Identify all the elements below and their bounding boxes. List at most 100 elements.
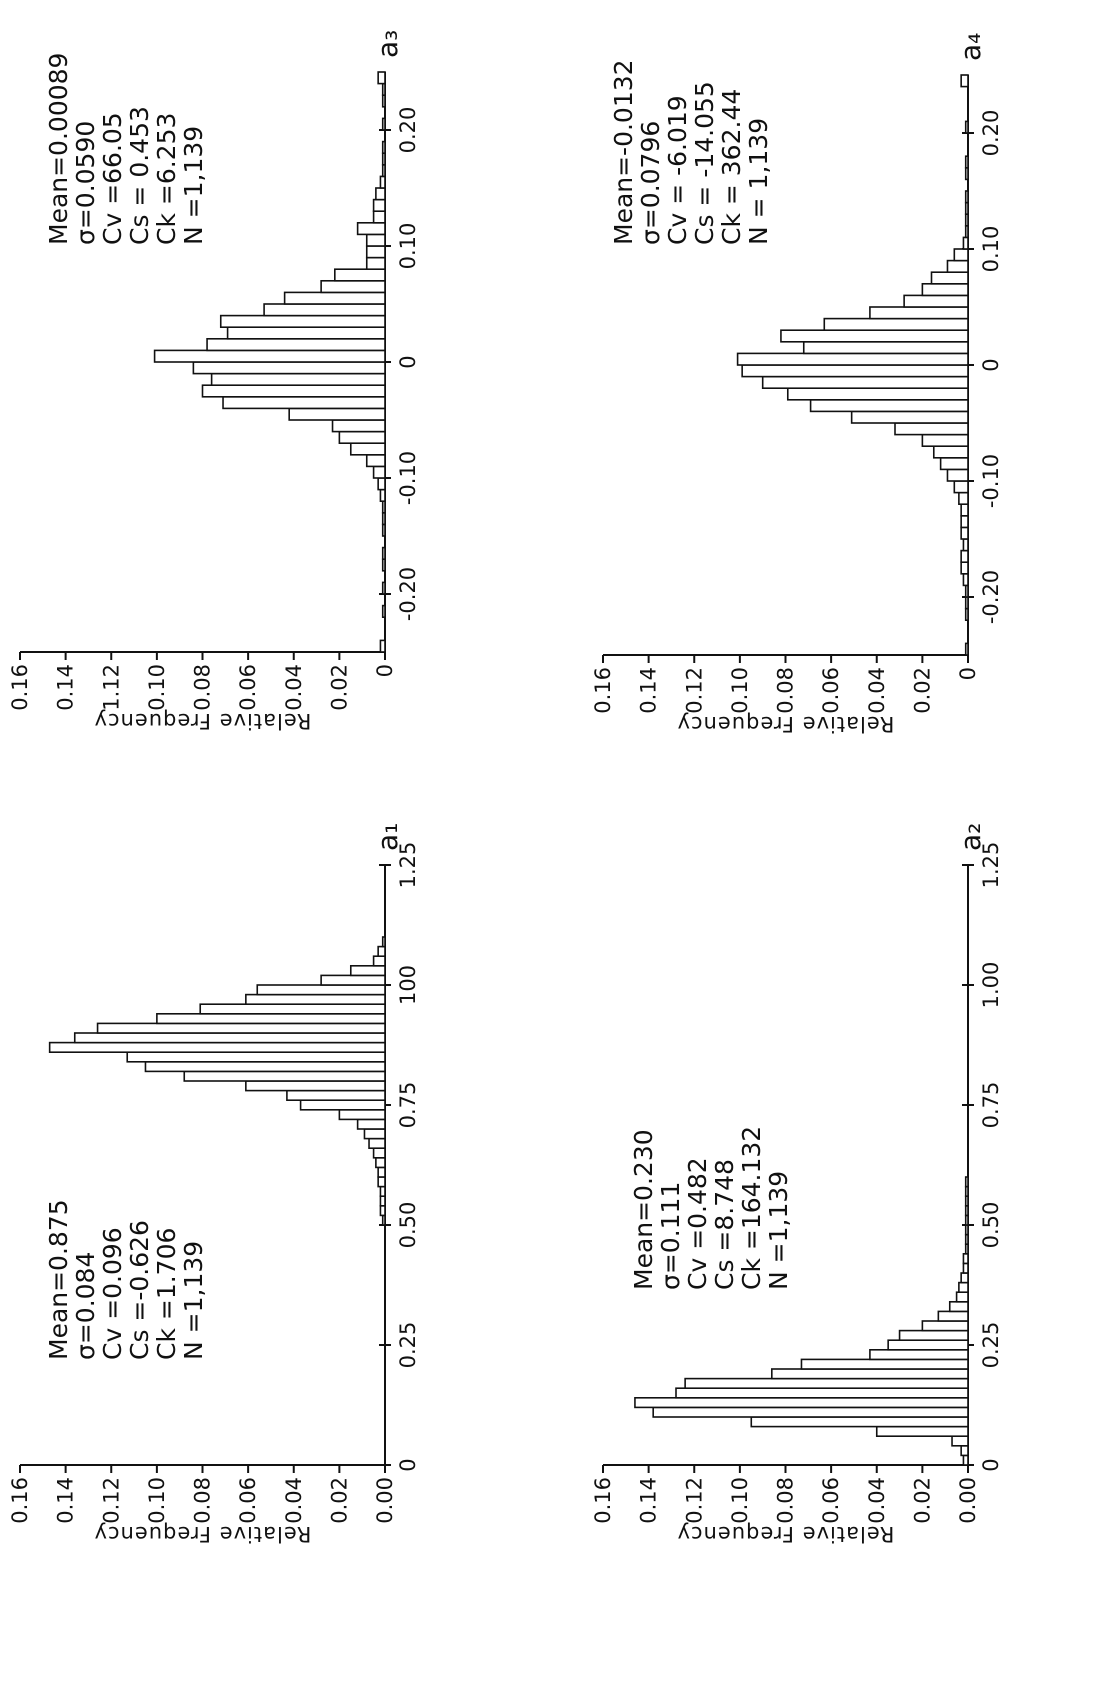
x-tick-label: 0.50 (396, 1202, 420, 1249)
bar (368, 1137, 386, 1150)
bar (964, 224, 969, 239)
stat-annotation: Cv =0.096 (98, 1227, 127, 1360)
bar (946, 259, 969, 274)
bar (850, 410, 969, 424)
bar (153, 349, 386, 363)
bar (381, 500, 386, 514)
y-tick-label: 0.06 (236, 1477, 260, 1524)
y-tick-label: 0.08 (191, 1477, 215, 1524)
bar (379, 1195, 386, 1207)
bar (356, 1118, 386, 1130)
stat-annotation: N =1,139 (764, 1171, 793, 1290)
bar (381, 546, 386, 560)
y-tick-label: 0.10 (728, 1477, 752, 1524)
y-tick-label: 0.04 (865, 667, 889, 714)
y-tick-label: 0.08 (774, 1477, 798, 1524)
x-tick-label: 0 (396, 355, 420, 368)
bar (375, 187, 386, 201)
bar (283, 291, 386, 305)
bar (964, 607, 969, 622)
y-axis-title: Relative Frequency (94, 709, 312, 733)
y-axis-title: Relative Frequency (94, 1522, 312, 1546)
bar (964, 120, 969, 134)
y-tick-label: 0.00 (956, 1477, 980, 1524)
y-tick-label: 0.14 (637, 1477, 661, 1524)
bar (894, 422, 969, 436)
histogram-panel: 0 0.25 0.50 0.75 1.00 1.25 0.00 0.02 0.04 0.06 0.0… (591, 823, 1003, 1546)
stat-annotation: Ck =1.706 (152, 1228, 181, 1360)
bar (964, 1195, 969, 1207)
x-tick-label: 1.25 (979, 842, 1003, 889)
y-tick-label: 0.16 (8, 664, 32, 711)
bar (379, 639, 386, 653)
stat-annotation: Mean=0.230 (629, 1129, 658, 1290)
bar (962, 236, 969, 250)
stat-annotation: σ=0.0796 (636, 121, 665, 245)
stat-annotation: N =1,139 (179, 1241, 208, 1360)
bar (201, 384, 386, 398)
bar (377, 477, 386, 491)
bar (960, 74, 969, 88)
stat-annotation: Cs =-0.626 (125, 1220, 154, 1360)
stat-annotation: Mean=0.875 (44, 1199, 73, 1360)
bar (381, 523, 386, 537)
x-axis-title: a₄ (954, 33, 987, 61)
bar (379, 1204, 386, 1217)
y-tick-label: 0.16 (591, 1477, 615, 1524)
bar (964, 190, 969, 204)
bar (375, 1156, 386, 1169)
bar (771, 1368, 969, 1380)
bar (245, 1080, 386, 1092)
bar (372, 1147, 386, 1159)
y-tick-label: 0.04 (865, 1477, 889, 1524)
bar (206, 337, 386, 352)
bar (964, 642, 969, 656)
bar (256, 984, 386, 996)
x-tick-label: -0.20 (979, 570, 1003, 624)
bar (320, 974, 386, 986)
x-tick-label: 0.20 (979, 110, 1003, 157)
x-tick-label: 0 (979, 1458, 1003, 1471)
bar (381, 152, 386, 166)
y-tick-label: 0.10 (728, 667, 752, 714)
bar (381, 581, 386, 595)
bar (921, 282, 969, 297)
y-tick-label: 0.14 (54, 1477, 78, 1524)
bar (365, 233, 386, 247)
bar (964, 1185, 969, 1198)
bar (338, 1108, 386, 1121)
x-tick-label: 1.25 (396, 842, 420, 889)
y-tick-label: 0.00 (373, 1477, 397, 1524)
y-tick-label: 0 (956, 667, 980, 680)
y-tick-label: 0.04 (282, 1477, 306, 1524)
bar (948, 1300, 969, 1313)
bar (263, 303, 386, 317)
bar (962, 1252, 969, 1265)
bar (219, 314, 386, 329)
bar (960, 515, 969, 529)
stat-annotation: Cv = -6.019 (663, 95, 692, 245)
bar (356, 221, 386, 236)
bar (955, 1291, 969, 1303)
bar (365, 256, 386, 271)
bar (875, 1425, 969, 1438)
bar (226, 326, 386, 340)
bar (192, 361, 386, 375)
bar (964, 155, 969, 169)
bar (921, 433, 969, 447)
y-tick-label: 0.10 (145, 1477, 169, 1524)
y-tick-label: 0.12 (682, 667, 706, 714)
bar (932, 445, 969, 459)
y-tick-label: 0.12 (99, 1477, 123, 1524)
bar (379, 488, 386, 502)
bar (372, 198, 386, 213)
y-tick-label: 0.02 (910, 1477, 934, 1524)
bar (245, 993, 386, 1006)
bar (964, 1214, 969, 1226)
bar (320, 279, 386, 294)
x-tick-label: 1.00 (979, 962, 1003, 1009)
bar (381, 82, 386, 97)
bar (349, 442, 386, 456)
bar (800, 1358, 969, 1370)
